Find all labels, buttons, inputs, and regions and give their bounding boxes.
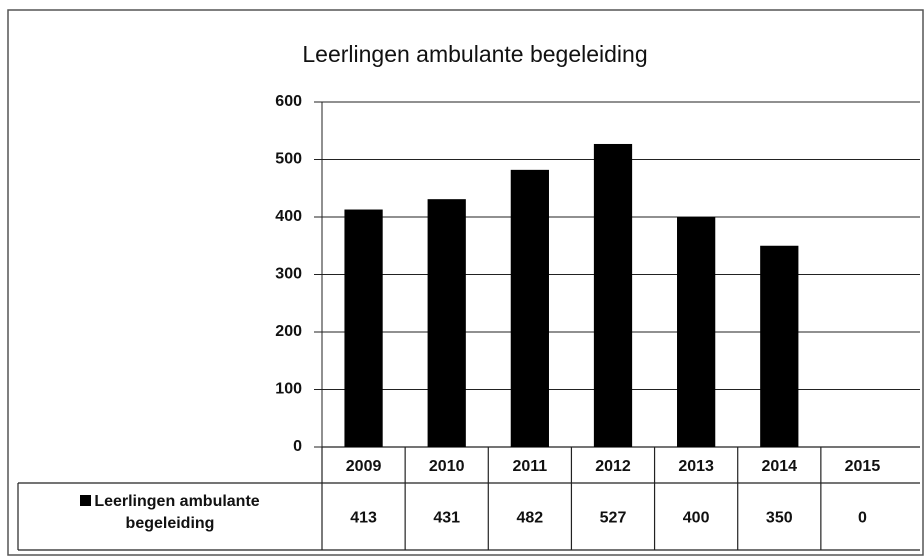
table-value: 482 xyxy=(517,510,544,527)
legend-key xyxy=(80,495,92,506)
table-value: 431 xyxy=(433,510,460,527)
x-tick-label: 2012 xyxy=(595,458,631,475)
y-tick-label: 100 xyxy=(275,381,302,398)
y-tick-label: 600 xyxy=(275,93,302,110)
table-value: 350 xyxy=(766,510,793,527)
bar xyxy=(677,217,716,447)
x-tick-label: 2009 xyxy=(346,458,382,475)
legend-entry: Leerlingen ambulante begeleiding xyxy=(70,491,270,535)
table-value: 413 xyxy=(350,510,377,527)
table-value: 527 xyxy=(600,510,627,527)
x-tick-label: 2011 xyxy=(512,458,547,475)
y-tick-label: 500 xyxy=(275,151,302,168)
x-tick-label: 2010 xyxy=(429,458,465,475)
chart-title: Leerlingen ambulante begeleiding xyxy=(302,41,647,67)
bar xyxy=(760,245,799,447)
legend: Leerlingen ambulante begeleiding xyxy=(70,491,270,535)
bar xyxy=(427,199,466,447)
x-tick-label: 2015 xyxy=(845,458,881,475)
table-value: 0 xyxy=(858,510,867,527)
x-tick-label: 2013 xyxy=(678,458,714,475)
bar xyxy=(344,209,383,447)
y-tick-label: 400 xyxy=(275,208,302,225)
y-tick-label: 200 xyxy=(275,323,302,340)
bar xyxy=(510,169,549,447)
table-value: 400 xyxy=(683,510,710,527)
y-tick-label: 0 xyxy=(293,438,302,455)
x-tick-label: 2014 xyxy=(761,458,797,475)
bar xyxy=(593,143,633,447)
legend-label: Leerlingen ambulante begeleiding xyxy=(94,493,260,532)
y-tick-label: 300 xyxy=(275,266,302,283)
